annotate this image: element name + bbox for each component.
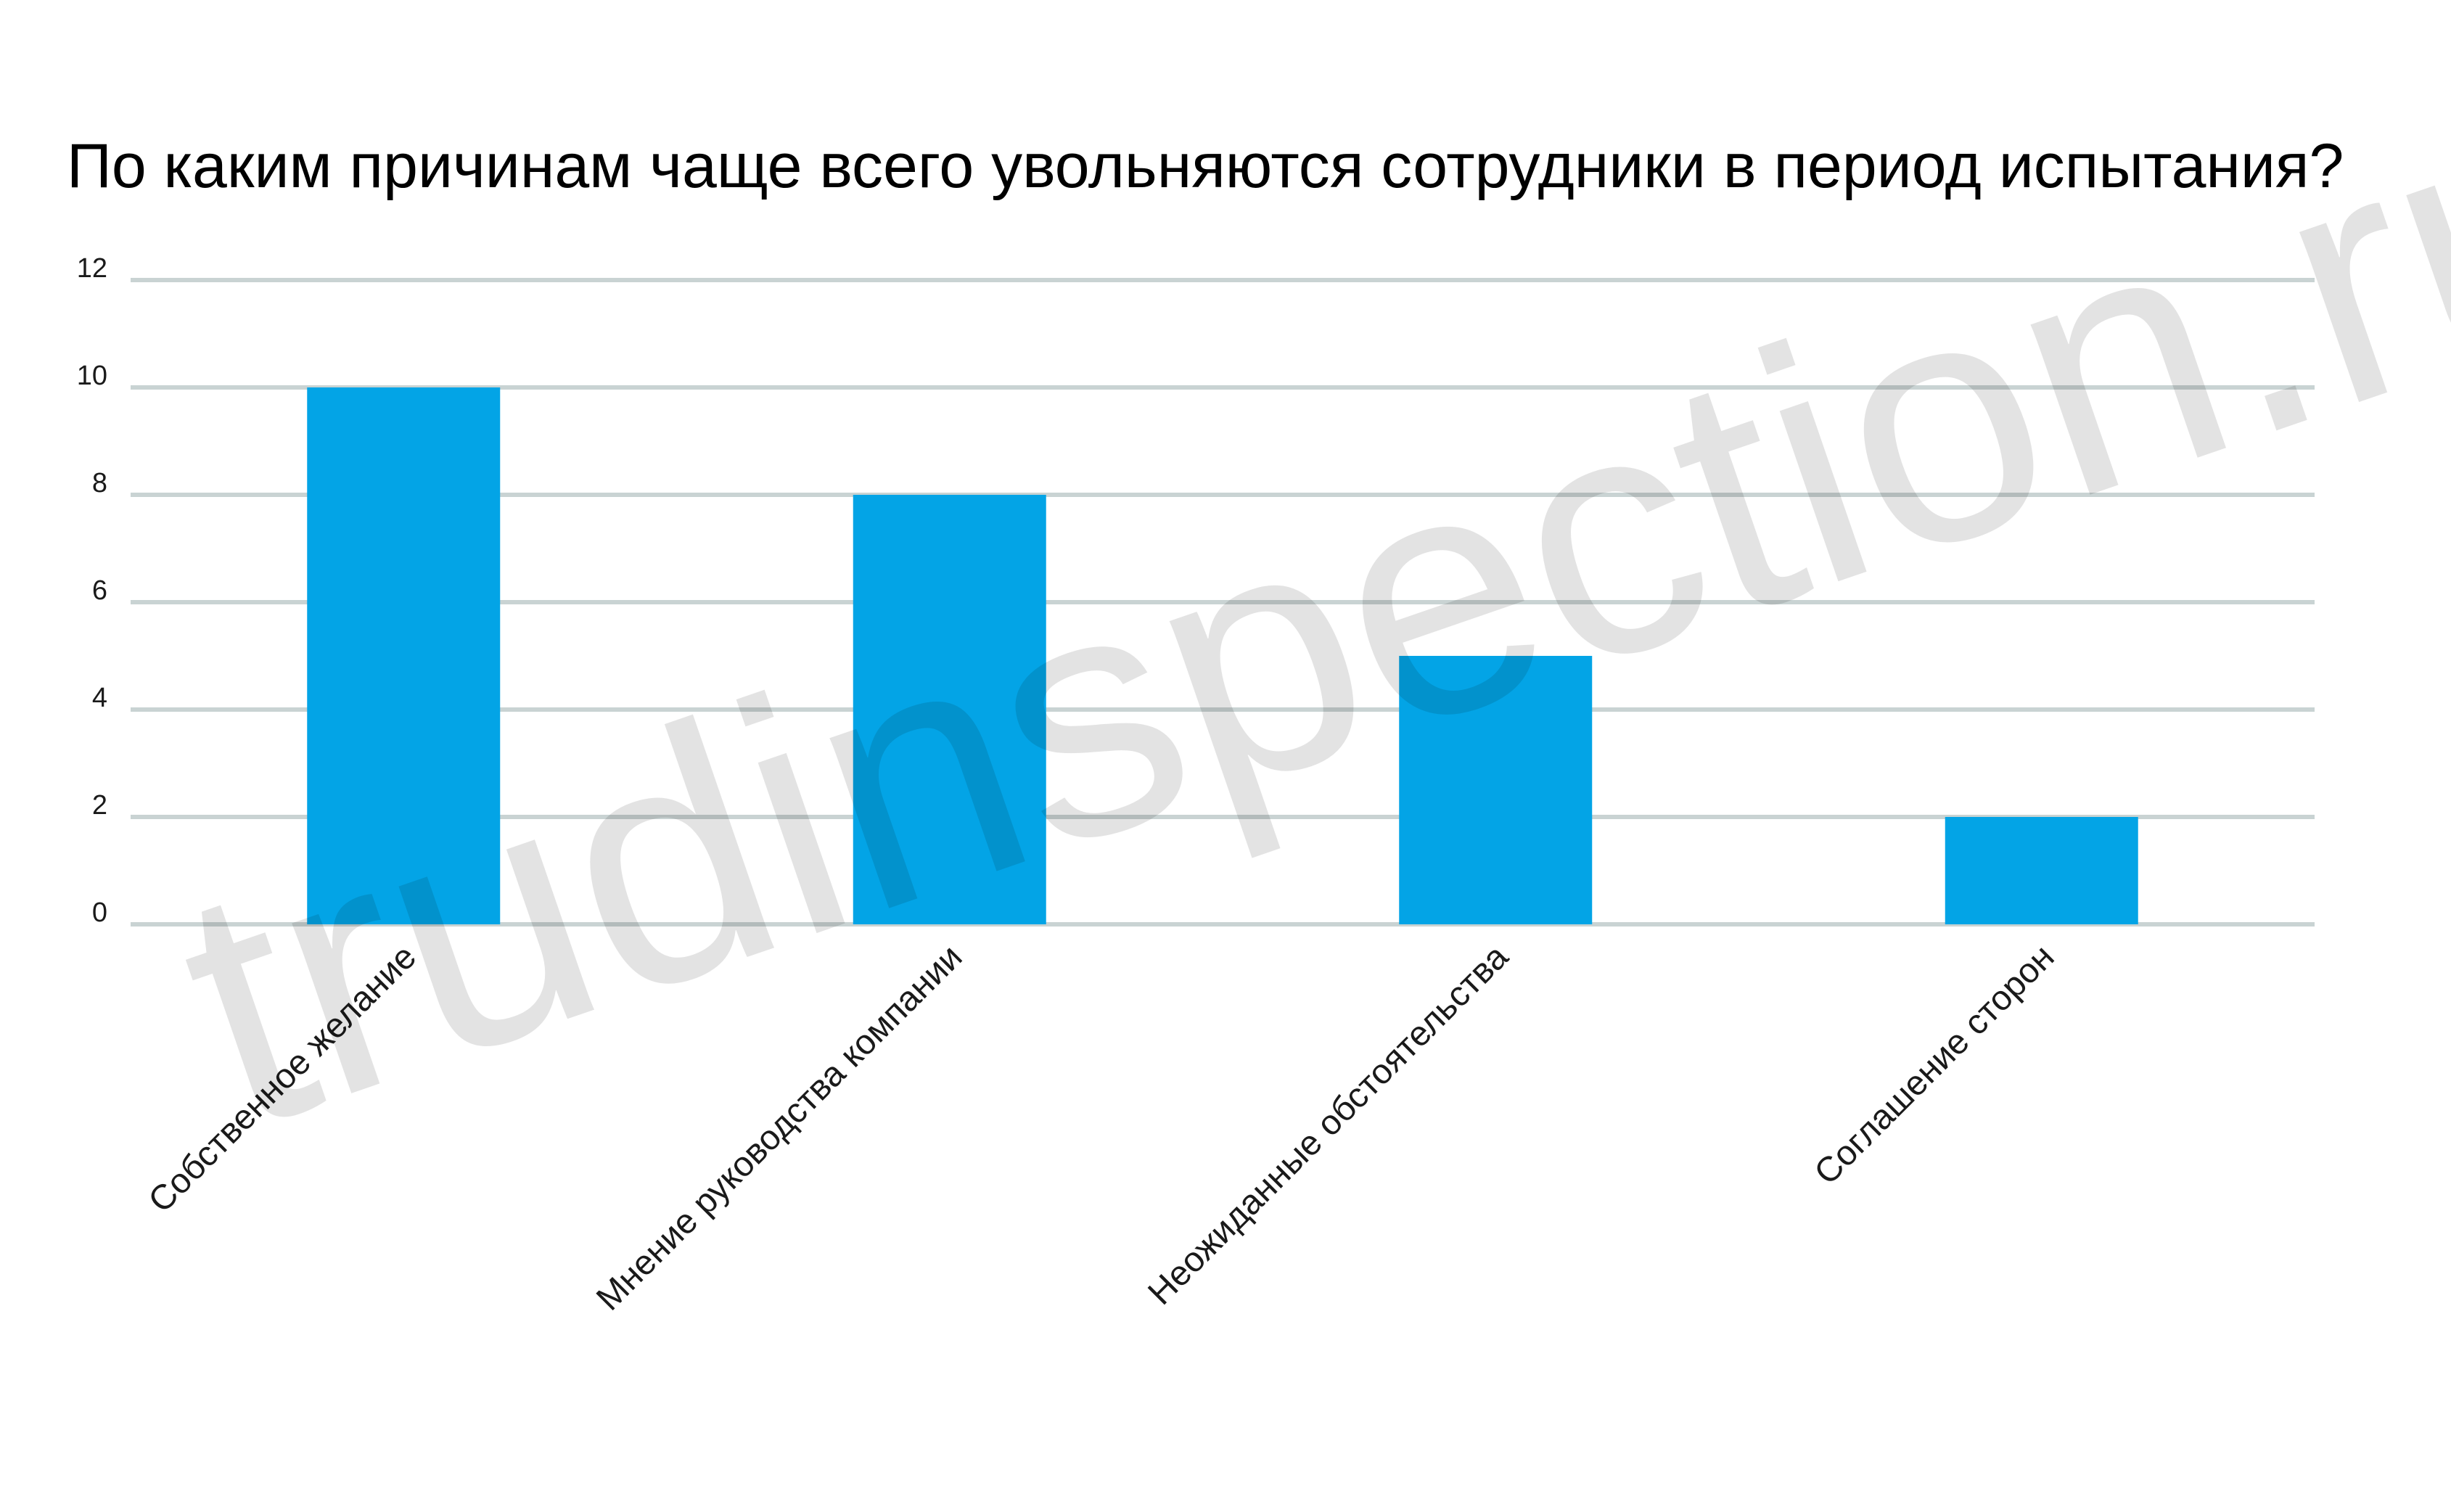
bar-3	[1399, 656, 1593, 924]
y-tick-label: 8	[92, 468, 107, 498]
y-tick-label: 2	[92, 790, 107, 821]
bar-2	[853, 495, 1046, 924]
bars	[307, 387, 2138, 924]
chart-title: По каким причинам чаще всего увольняются…	[67, 131, 2344, 201]
y-tick-label: 10	[77, 361, 107, 391]
bar-1	[307, 387, 501, 924]
x-category-label: Соглашение сторон	[1807, 937, 2062, 1192]
y-tick-label: 12	[77, 253, 107, 284]
bar-4	[1945, 817, 2138, 924]
y-tick-label: 4	[92, 683, 107, 713]
x-category-label: Неожиданные обстоятельства	[1141, 937, 1516, 1312]
y-axis-tick-labels: 0 2 4 6 8 10 12	[77, 253, 107, 928]
y-tick-label: 6	[92, 575, 107, 606]
y-tick-label: 0	[92, 897, 107, 928]
